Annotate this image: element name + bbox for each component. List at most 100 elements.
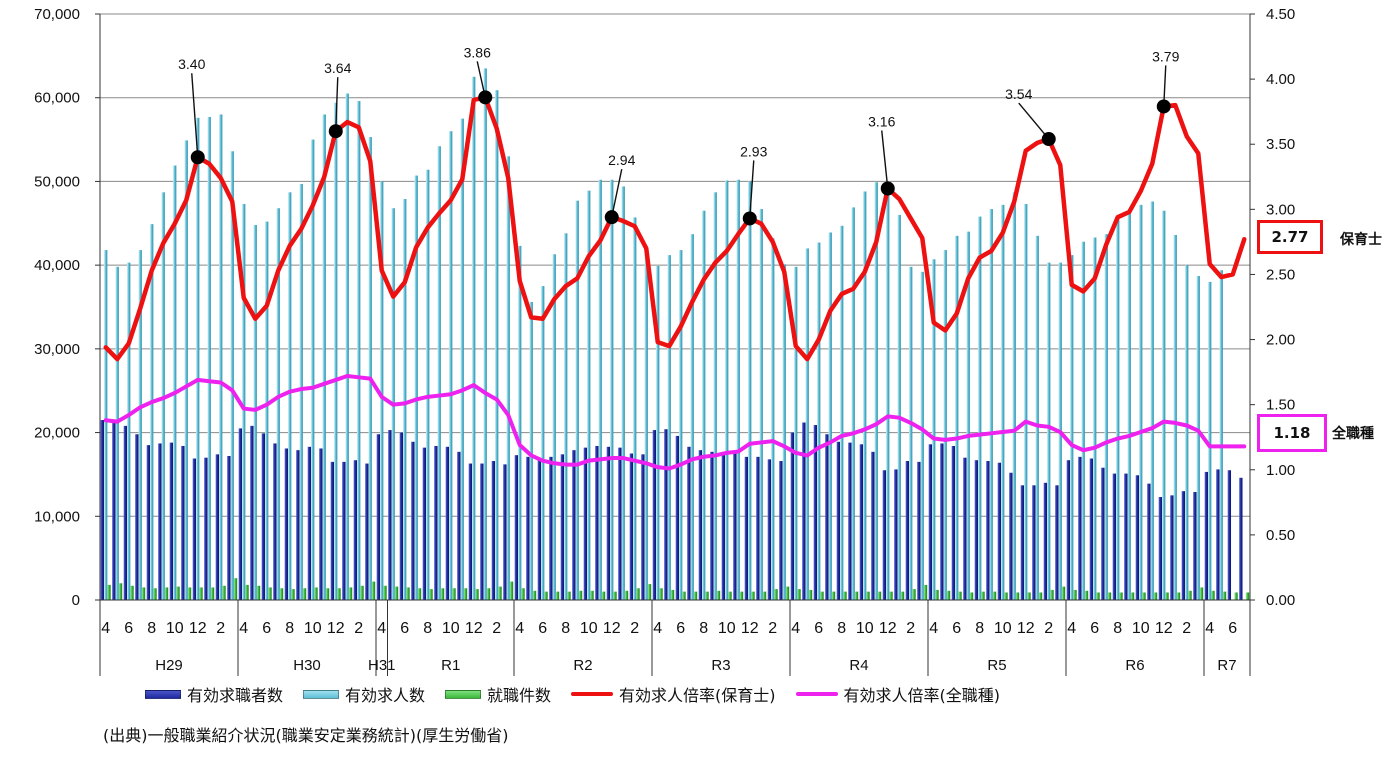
year-label: R3 [711,657,730,674]
ratio-hoikushi-line-point [184,198,188,202]
latest-all-value: 1.18 [1273,424,1311,442]
seeker-bar [951,445,956,600]
seeker-bar [905,461,910,600]
ratio-all-line-point [1219,444,1223,448]
ratio-all-line-point [587,459,591,463]
placement-bar [1119,592,1123,600]
seeker-bar [1043,482,1048,600]
seeker-bar [744,456,749,600]
ratio-hoikushi-line-point [403,280,407,284]
ratio-hoikushi-line-point [1185,134,1189,139]
seeker-bar [158,443,162,600]
ratio-all-line-point [230,388,234,392]
seeker-bar [146,445,151,600]
placement-bar [716,590,721,600]
placement-bar [1234,592,1238,600]
seeker-bar [698,450,703,600]
placement-bar [429,589,433,600]
ratio-all-line-point [104,418,108,422]
month-label: 4 [653,620,662,637]
seeker-bar [1204,471,1209,600]
ratio-all-line-point [311,386,315,390]
seeker-bar [1089,458,1094,600]
ratio-hoikushi-line-point [1001,231,1005,235]
ratio-all-line-point [886,414,890,418]
placement-bar [831,591,836,600]
ratio-hoikushi-line-point [1242,237,1246,241]
month-label: 10 [304,620,322,637]
opening-bar [437,146,441,600]
placement-bar [808,589,813,600]
month-label: 2 [1044,620,1053,637]
opening-bar [104,250,108,600]
placement-bar [210,587,215,600]
ratio-all-line-point [644,461,648,465]
ratio-all-line-point [449,392,453,396]
placement-bar [1004,592,1008,600]
year-label: R1 [441,657,460,674]
opening-bar [725,180,729,600]
opening-bar [863,191,867,600]
opening-bar [943,250,947,600]
ratio-all-line-point [483,391,487,395]
right-tick-label: 3.00 [1266,201,1295,218]
seeker-bar [675,435,680,600]
left-tick-label: 70,000 [34,6,80,23]
month-label: 6 [262,620,271,637]
right-tick-label: 0.50 [1266,527,1295,544]
seeker-bar [434,445,438,600]
ratio-all-line-point [345,374,349,378]
ratio-all-line-point [196,378,200,382]
opening-bar [173,165,177,600]
ratio-all-line-point [794,451,798,455]
ratio-hoikushi-line-point [1116,215,1120,219]
month-label: 8 [699,620,708,637]
left-tick-label: 60,000 [34,90,80,107]
placement-bar [348,587,353,600]
opening-bar [368,137,372,600]
opening-bar [184,140,188,600]
ratio-all-line-point [380,395,384,399]
month-label: 12 [465,620,483,637]
ratio-hoikushi-line-point [345,120,349,124]
ratio-all-line-point [1058,430,1062,434]
placement-bar [601,591,606,600]
seeker-bar [687,446,691,600]
placement-bar [567,591,571,600]
ratio-hoikushi-line-point [690,300,694,304]
ratio-hoikushi-line-point [1024,149,1028,153]
legend-swatch-openings [303,689,340,699]
ratio-hoikushi-line-point [598,238,602,243]
placement-bar [509,581,514,600]
ratio-all-line-point [472,383,476,387]
placement-bar [624,590,629,600]
seeker-bar [411,441,415,600]
opening-bar [541,286,545,600]
placement-bar [141,587,146,600]
placement-bar [613,591,617,600]
seeker-bar [135,434,139,600]
ratio-all-line-point [633,459,637,463]
ratio-hoikushi-line-point [943,328,947,333]
seeker-bar [365,463,369,600]
opening-bar [644,252,648,600]
ratio-hoikushi-line-point [702,278,706,282]
placement-bar [555,591,560,600]
seeker-bar [215,454,220,600]
ratio-hoikushi-line-point [1035,141,1039,145]
opening-bar [1162,210,1166,601]
ratio-hoikushi-line-point [1127,210,1131,214]
ratio-hoikushi-line-point [725,249,729,253]
right-tick-label: 2.00 [1266,332,1295,349]
seeker-bar [238,428,243,600]
ratio-hoikushi-line-point [1139,189,1143,193]
ratio-hoikushi-line-point [115,357,119,361]
seeker-bar [710,451,714,600]
placement-bar [176,586,180,600]
ratio-all-line-point [265,403,269,407]
seeker-bar [1147,483,1151,600]
seeker-bar [514,455,519,600]
ratio-hoikushi-line-point [391,294,395,299]
seeker-bar [273,443,277,600]
seeker-bar [836,441,841,600]
